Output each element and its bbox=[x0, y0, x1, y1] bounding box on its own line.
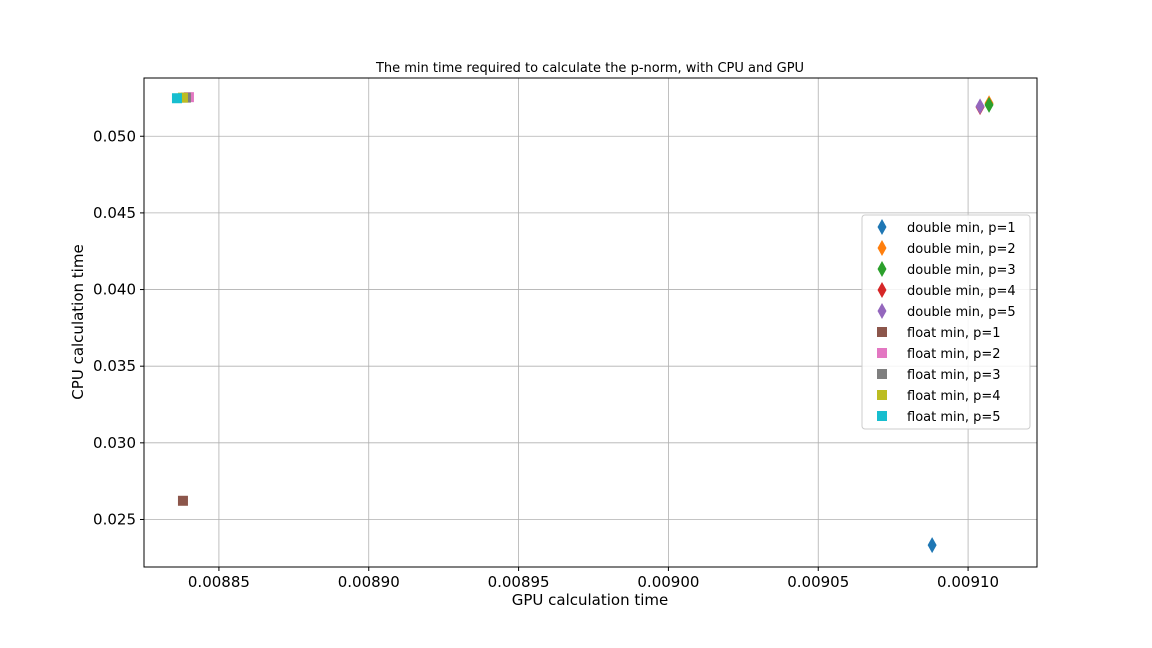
x-tick-label: 0.00900 bbox=[637, 573, 699, 591]
legend-label: double min, p=2 bbox=[907, 242, 1016, 257]
legend-marker bbox=[877, 369, 887, 379]
data-point bbox=[984, 96, 994, 113]
legend-label: float min, p=3 bbox=[907, 368, 1001, 383]
legend-label: float min, p=5 bbox=[907, 410, 1001, 425]
legend-marker bbox=[877, 219, 887, 235]
y-axis-label: CPU calculation time bbox=[69, 244, 87, 399]
data-point bbox=[177, 495, 188, 506]
x-axis-label: GPU calculation time bbox=[512, 591, 669, 609]
data-point bbox=[177, 92, 188, 103]
x-tick-label: 0.00910 bbox=[937, 573, 999, 591]
x-tick-label: 0.00905 bbox=[787, 573, 849, 591]
x-tick-label: 0.00895 bbox=[488, 573, 550, 591]
legend-marker bbox=[877, 240, 887, 256]
legend-marker bbox=[877, 303, 887, 319]
data-point bbox=[171, 93, 182, 104]
legend-label: float min, p=4 bbox=[907, 389, 1001, 404]
legend-label: double min, p=4 bbox=[907, 284, 1016, 299]
legend: double min, p=1 double min, p=2 double min… bbox=[861, 214, 1031, 430]
legend-label: float min, p=2 bbox=[907, 347, 1001, 362]
y-tick-label: 0.040 bbox=[93, 281, 136, 299]
legend-marker bbox=[877, 411, 887, 421]
y-tick-label: 0.035 bbox=[93, 357, 136, 375]
legend-marker bbox=[877, 261, 887, 277]
y-tick-label: 0.045 bbox=[93, 204, 136, 222]
legend-label: double min, p=3 bbox=[907, 263, 1016, 278]
data-point bbox=[975, 98, 985, 115]
y-tick-label: 0.050 bbox=[93, 127, 136, 145]
legend-marker bbox=[877, 390, 887, 400]
data-point bbox=[927, 537, 937, 554]
legend-items: double min, p=1 double min, p=2 double min… bbox=[877, 219, 1016, 425]
y-tick-label: 0.030 bbox=[93, 434, 136, 452]
x-tick-label: 0.00890 bbox=[338, 573, 400, 591]
legend-marker bbox=[877, 348, 887, 358]
legend-box bbox=[861, 214, 1031, 430]
legend-marker bbox=[877, 327, 887, 337]
chart-title: The min time required to calculate the p… bbox=[375, 61, 804, 76]
legend-label: double min, p=5 bbox=[907, 305, 1016, 320]
points-layer bbox=[171, 92, 994, 554]
plot-area bbox=[143, 77, 1038, 568]
x-tick-label: 0.00885 bbox=[188, 573, 250, 591]
legend-label: double min, p=1 bbox=[907, 221, 1016, 236]
y-tick-label: 0.025 bbox=[93, 510, 136, 528]
legend-marker bbox=[877, 282, 887, 298]
ticks-layer: 0.00885 0.00890 0.00895 0.00900 0.00905 0.009… bbox=[93, 127, 999, 591]
legend-label: float min, p=1 bbox=[907, 326, 1001, 341]
